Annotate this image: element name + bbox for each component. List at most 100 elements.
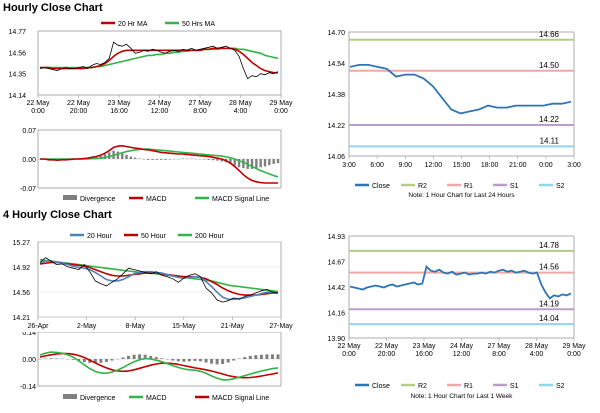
divergence-bar: [276, 354, 280, 359]
y-tick-label: 14.93: [327, 234, 345, 241]
divergence-bar: [242, 159, 245, 169]
divergence-bar: [254, 355, 258, 359]
divergence-bar: [93, 359, 97, 364]
level-label-s2: 14.04: [539, 314, 560, 323]
x-tick-label: 15:00: [453, 162, 471, 169]
y-tick-label: 14.54: [327, 61, 345, 68]
divergence-bar: [99, 155, 102, 159]
y-tick-label: 0.00: [22, 157, 36, 164]
x-tick-label: 4:00: [530, 351, 544, 358]
y-tick-label: -0.14: [20, 384, 36, 391]
divergence-bar: [176, 359, 180, 362]
x-tick-label: 18:00: [481, 162, 499, 169]
chart-note: Note: 1 Hour Chart for Last 1 Week: [411, 393, 514, 400]
legend-label-s1: S1: [510, 383, 519, 390]
x-tick-label: 6:00: [370, 162, 384, 169]
legend-label-s2: S2: [556, 183, 565, 190]
chart-note: Note: 1 Hour Chart for Last 24 Hours: [408, 192, 515, 199]
divergence-bar: [204, 359, 208, 363]
legend-label-div: Divergence: [80, 196, 116, 203]
divergence-bar: [233, 159, 236, 166]
divergence-bar: [116, 151, 120, 159]
divergence-bar: [226, 359, 230, 363]
legend-label-div: Divergence: [80, 395, 116, 402]
divergence-bar: [146, 159, 150, 160]
level-label-r1: 14.56: [539, 263, 560, 272]
legend-label-ma50: 50 Hrs MA: [182, 21, 215, 28]
y-tick-label: -0.07: [20, 186, 36, 193]
divergence-bar: [110, 359, 114, 361]
divergence-bar: [71, 359, 75, 360]
divergence-bar: [210, 359, 214, 364]
legend-label-macd: MACD: [146, 196, 167, 203]
divergence-bar: [182, 359, 186, 362]
y-tick-label: 14.77: [8, 29, 26, 36]
legend-label-signal: MACD Signal Line: [212, 395, 269, 402]
divergence-bar: [237, 159, 241, 168]
x-tick-label: 22 May: [27, 100, 50, 107]
y-tick-label: 0.07: [22, 128, 36, 135]
x-tick-label: 12:00: [151, 108, 169, 115]
y-tick-label: 14.16: [327, 311, 345, 318]
divergence-bar: [121, 153, 124, 159]
divergence-bar: [259, 159, 262, 168]
level-label-r1: 14.50: [539, 61, 560, 70]
divergence-bar: [82, 359, 86, 363]
x-tick-label: 2-May: [77, 323, 97, 330]
x-tick-label: 8-May: [125, 323, 145, 330]
divergence-bar: [127, 355, 131, 359]
x-tick-label: 22 May: [338, 343, 361, 350]
legend-label-ma20: 20 Hr MA: [118, 21, 148, 28]
four-hourly-chart-title: 4 Hourly Close Chart: [3, 209, 112, 221]
y-tick-label: 14.35: [8, 72, 26, 79]
divergence-bar: [229, 159, 232, 164]
y-tick-label: 14.06: [327, 154, 345, 161]
divergence-bar: [129, 156, 133, 159]
y-tick-label: 14.56: [12, 290, 30, 297]
divergence-bar: [143, 354, 147, 359]
divergence-bar: [55, 358, 59, 359]
x-tick-label: 23 May: [108, 100, 131, 107]
y-tick-label: 13.90: [327, 336, 345, 343]
level-label-r2: 14.66: [539, 30, 560, 39]
x-tick-label: 9:00: [398, 162, 412, 169]
x-tick-label: 4:00: [234, 108, 248, 115]
divergence-bar: [243, 357, 247, 359]
x-tick-label: 8:00: [193, 108, 207, 115]
legend-label-s2: S2: [556, 383, 565, 390]
close-line: [349, 265, 572, 300]
divergence-bar: [160, 358, 164, 359]
x-tick-label: 27 May: [189, 100, 212, 107]
y-tick-label: 14.14: [8, 93, 26, 100]
divergence-bar: [207, 159, 210, 160]
legend-label-r1: R1: [464, 383, 473, 390]
divergence-bar: [263, 159, 267, 167]
x-tick-label: 23 May: [413, 343, 436, 350]
x-tick-label: 3:00: [342, 162, 356, 169]
divergence-bar: [151, 159, 154, 160]
x-tick-label: 20:00: [70, 108, 88, 115]
legend-label-signal: MACD Signal Line: [212, 196, 269, 203]
divergence-bar: [216, 159, 219, 161]
divergence-bar: [259, 354, 263, 359]
legend-label-h200: 200 Hour: [195, 233, 224, 240]
divergence-bar: [199, 359, 203, 362]
divergence-bar: [265, 354, 269, 359]
x-tick-label: 8:00: [492, 351, 506, 358]
x-tick-label: 24 May: [148, 100, 171, 107]
legend-label-close: Close: [372, 383, 390, 390]
x-tick-label: 3:00: [567, 162, 581, 169]
divergence-bar: [250, 159, 254, 169]
x-tick-label: 29 May: [270, 100, 293, 107]
legend-label-r2: R2: [418, 183, 427, 190]
close-line: [349, 64, 572, 115]
macd-line: [40, 144, 278, 184]
ma-20-line: [40, 47, 278, 74]
y-tick-label: 0.00: [22, 357, 36, 364]
y-tick-label: 15.27: [12, 240, 30, 247]
y-tick-label: 14.56: [8, 50, 26, 57]
divergence-bar: [215, 359, 219, 365]
